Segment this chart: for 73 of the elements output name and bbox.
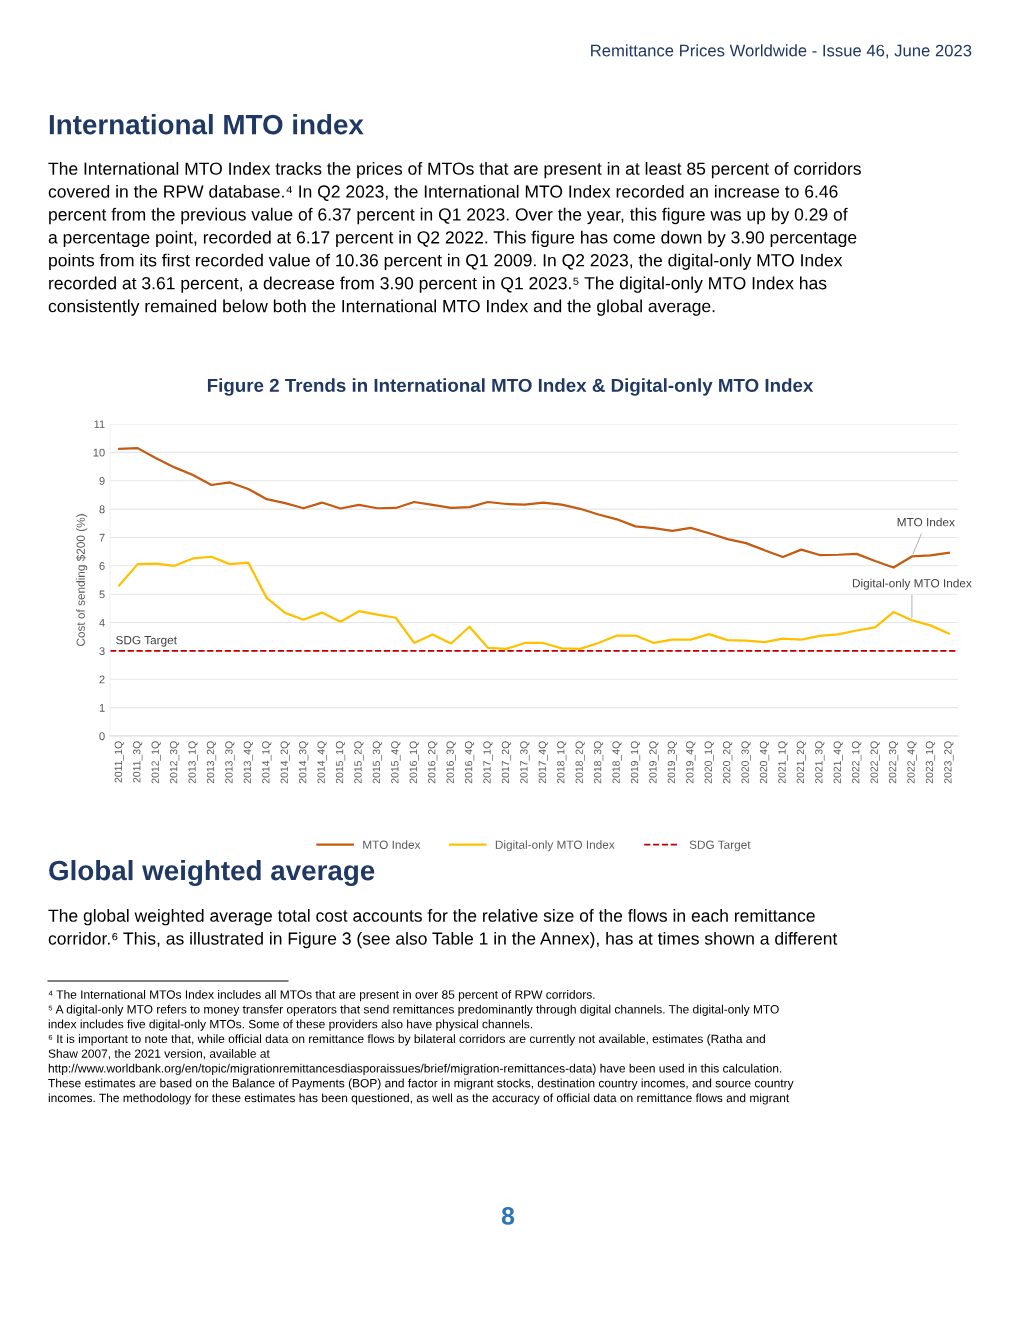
x-tick-label: 2016_3Q (446, 741, 456, 784)
y-tick-label: 2 (99, 675, 105, 684)
x-tick-label: 2017_1Q (483, 741, 493, 784)
x-tick-label: 2022_3Q (888, 741, 899, 784)
x-tick-label: 2018_3Q (593, 741, 604, 784)
y-tick-label: 10 (93, 448, 105, 457)
x-tick-label: 2018_1Q (557, 741, 567, 784)
x-tick-label: 2013_4Q (243, 741, 254, 784)
x-tick-label: 2011_3Q (133, 741, 143, 783)
x-tick-label: 2014_1Q (262, 741, 272, 784)
ref-line-label: SDG Target (116, 635, 177, 647)
text: SDG Target (689, 840, 751, 852)
x-tick-label: 2017_3Q (520, 741, 530, 784)
x-tick-label: 2020_4Q (759, 741, 770, 784)
x-tick-label: 2013_3Q (225, 741, 235, 784)
x-tick-label: 2015_3Q (372, 741, 383, 784)
x-tick-label: 2020_2Q (722, 741, 733, 784)
y-axis-title: Cost of sending $200 (%) (76, 514, 88, 646)
x-tick-label: 2015_4Q (391, 741, 401, 784)
x-tick-label: 2019_3Q (667, 741, 678, 784)
x-tick-label: 2017_2Q (501, 741, 512, 784)
x-tick-label: 2018_2Q (575, 741, 585, 784)
x-tick-label: 2015_1Q (335, 741, 346, 784)
y-tick-label: 0 (99, 732, 105, 741)
chart-title: Figure 2 Trends in International MTO Index & Digital-only MTO Index (207, 378, 814, 396)
text: Remittance Prices Worldwide - Issue 46, June 2023 (591, 44, 972, 59)
x-tick-label: 2019_1Q (630, 741, 641, 784)
x-tick-label: 2015_2Q (354, 741, 364, 784)
x-tick-label: 2013_1Q (188, 741, 198, 784)
x-tick-label: 2022_2Q (870, 741, 880, 784)
x-tick-label: 2013_2Q (206, 741, 217, 784)
x-tick-label: 2012_1Q (151, 741, 161, 784)
x-tick-label: 2020_3Q (741, 741, 751, 784)
x-tick-label: 2016_2Q (428, 741, 438, 784)
text: MTO Index (897, 517, 955, 527)
x-tick-label: 2019_4Q (686, 741, 696, 784)
x-tick-label: 2012_3Q (169, 741, 180, 784)
text: International MTO index (49, 114, 364, 135)
y-tick-label: 3 (99, 647, 105, 656)
text: Digital-only MTO Index (852, 578, 972, 590)
legend-label: Digital-only MTO Index (495, 840, 615, 852)
y-tick-label: 7 (99, 533, 105, 542)
y-tick-label: 6 (99, 562, 105, 570)
text: ⁴ The International MTOs Index includes all MTOs that are present in over 85 percent of RPW corridors. ⁵ A digital-only MTO refers to money transfer operators that send remittances predominantly through digital channels. The digital-only MTO index includes five digital-only MTOs. Some of these providers also have physical channels. ⁶ It is important to note that, while official data on remittance flows by bilateral corridors are currently not available, estimates (Ratha and Shaw 2007, the 2021 version, available at http://www.worldbank.org/en/topic/migrationremittancesdiasporaissues/brief/migration-remittances-data) have been used in this calculation. These estimates are based on the Balance of Payments (BOP) and factor in migrant stocks, destination country incomes, and source country incomes. The methodology for these estimates has been questioned, as well as the accuracy of official data on remittance flows and migrant (48, 990, 794, 1105)
legend-label: MTO Index (363, 840, 421, 849)
x-tick-label: 2022_1Q (852, 741, 862, 784)
y-tick-label: 11 (94, 420, 105, 429)
x-tick-label: 2016_4Q (464, 741, 475, 784)
y-tick-label: 1 (99, 704, 105, 712)
x-tick-label: 2014_3Q (298, 741, 309, 784)
x-tick-label: 2023_2Q (944, 741, 954, 784)
text: The global weighted average total cost accounts for the relative size of the flows in each remittance corridor.⁶ This, as illustrated in Figure 3 (see also Table 1 in the Annex), has at times shown a different (48, 909, 838, 949)
x-tick-label: 2018_4Q (612, 741, 622, 784)
x-tick-label: 2022_4Q (907, 741, 917, 784)
y-tick-label: 4 (99, 618, 105, 627)
x-tick-label: 2021_3Q (815, 741, 825, 784)
x-tick-label: 2016_1Q (409, 741, 419, 784)
y-tick-label: 5 (99, 590, 105, 599)
text: Global weighted average (49, 859, 375, 887)
x-tick-label: 2021_2Q (796, 741, 807, 784)
x-tick-label: 2019_2Q (649, 741, 659, 784)
text: The International MTO Index tracks the prices of MTOs that are present in at least 85 percent of corridors covered in the RPW database.⁴ In Q2 2023, the International MTO Index recorded an increase to 6.46 percent from the previous value of 6.37 percent in Q1 2023. Over the year, this figure was up by 0.29 of a percentage point, recorded at 6.17 percent in Q2 2022. This figure has come down by 3.90 percentage points from its first recorded value of 10.36 percent in Q1 2009. In Q2 2023, the digital-only MTO Index recorded at 3.61 percent, a decrease from 3.90 percent in Q1 2023.⁵ The digital-only MTO Index has consistently remained below both the International MTO Index and the global average. (48, 162, 861, 316)
x-tick-label: 2011_1Q (114, 741, 124, 783)
x-tick-label: 2020_1Q (704, 741, 714, 784)
y-tick-label: 9 (99, 476, 105, 485)
y-tick-label: 8 (99, 505, 105, 514)
text: 8 (501, 1207, 515, 1225)
x-tick-label: 2014_2Q (280, 741, 290, 784)
x-tick-label: 2021_1Q (778, 741, 788, 784)
x-tick-label: 2017_4Q (538, 741, 548, 784)
x-tick-label: 2014_4Q (317, 741, 327, 784)
x-tick-label: 2023_1Q (925, 741, 936, 784)
x-tick-label: 2021_4Q (833, 741, 843, 784)
